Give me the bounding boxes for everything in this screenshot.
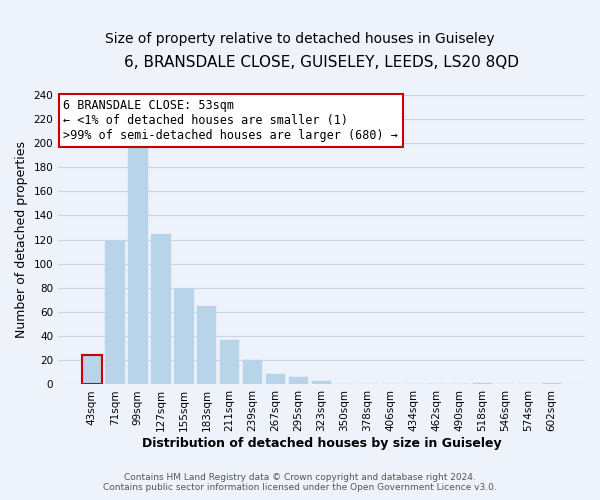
Bar bbox=[197, 306, 217, 384]
Bar bbox=[128, 146, 148, 384]
Bar bbox=[312, 381, 331, 384]
Text: Size of property relative to detached houses in Guiseley: Size of property relative to detached ho… bbox=[105, 32, 495, 46]
X-axis label: Distribution of detached houses by size in Guiseley: Distribution of detached houses by size … bbox=[142, 437, 502, 450]
Bar bbox=[174, 289, 194, 384]
Bar bbox=[266, 374, 286, 384]
Bar bbox=[220, 340, 239, 384]
Title: 6, BRANSDALE CLOSE, GUISELEY, LEEDS, LS20 8QD: 6, BRANSDALE CLOSE, GUISELEY, LEEDS, LS2… bbox=[124, 55, 519, 70]
Text: 6 BRANSDALE CLOSE: 53sqm
← <1% of detached houses are smaller (1)
>99% of semi-d: 6 BRANSDALE CLOSE: 53sqm ← <1% of detach… bbox=[64, 99, 398, 142]
Bar bbox=[243, 360, 262, 384]
Bar bbox=[105, 241, 125, 384]
Bar bbox=[82, 356, 101, 384]
Bar bbox=[151, 234, 170, 384]
Bar bbox=[289, 377, 308, 384]
Text: Contains HM Land Registry data © Crown copyright and database right 2024.
Contai: Contains HM Land Registry data © Crown c… bbox=[103, 473, 497, 492]
Y-axis label: Number of detached properties: Number of detached properties bbox=[15, 141, 28, 338]
